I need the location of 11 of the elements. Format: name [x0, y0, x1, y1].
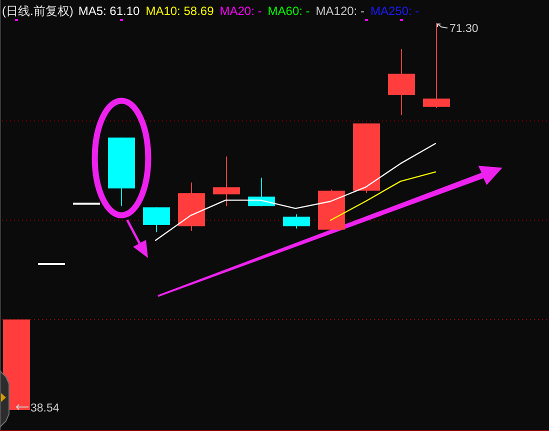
text: MA10: 58.69 [146, 4, 214, 18]
text: MA5: 61.10 [78, 4, 140, 18]
annotation: 38.54 [16, 402, 60, 414]
annotation: 38.54 [30, 402, 60, 414]
text: MA250: - [370, 4, 420, 18]
text: MA60: - [268, 4, 310, 18]
annotation: 71.30 [437, 23, 478, 35]
text: MA120: - [316, 4, 364, 18]
text: MA20: - [220, 4, 262, 18]
title: (日线.前复权) [2, 4, 74, 18]
annotation: 71.30 [450, 23, 478, 35]
